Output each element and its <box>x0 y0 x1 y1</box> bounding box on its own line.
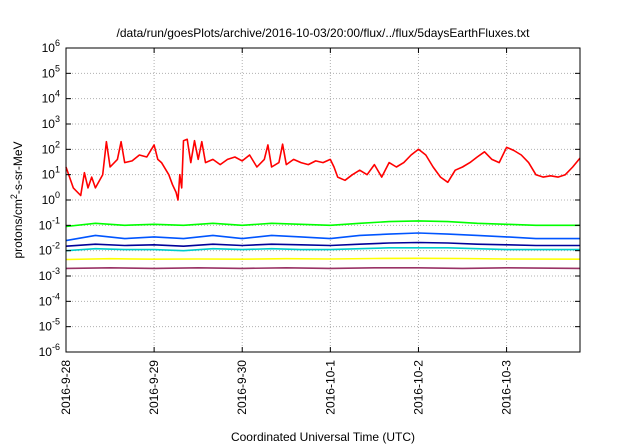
y-tick-label: 10-5 <box>39 317 60 334</box>
y-tick-label: 10-4 <box>39 291 60 308</box>
y-tick-exponent: -3 <box>52 266 60 276</box>
series-line <box>65 257 581 261</box>
y-tick-label: 102 <box>42 139 60 156</box>
y-tick-label: 10-3 <box>39 266 60 283</box>
y-tick-base: 10 <box>39 244 53 258</box>
x-tick-label: 2016-9-28 <box>59 360 73 415</box>
x-axis: 2016-9-28 2016-9-29 2016-9-30 2016-10-1 2016… <box>59 48 514 415</box>
y-tick-label: 100 <box>42 190 60 207</box>
y-tick-base: 10 <box>42 41 56 55</box>
y-tick-exponent: 3 <box>55 114 60 124</box>
y-tick-base: 10 <box>39 269 53 283</box>
series-line <box>65 247 580 252</box>
y-tick-base: 10 <box>39 218 53 232</box>
y-tick-label: 10-6 <box>39 342 60 359</box>
y-label-part: -s-sr-MeV <box>11 141 25 194</box>
y-tick-label: 106 <box>42 38 60 55</box>
x-tick-label: 2016-9-30 <box>235 360 249 415</box>
y-label-superscript: 2 <box>9 194 19 199</box>
y-tick-exponent: 0 <box>55 190 60 200</box>
plot-frame <box>65 47 581 353</box>
y-tick-base: 10 <box>42 92 56 106</box>
y-axis-label: protons/cm2-s-sr-MeV <box>9 141 25 258</box>
series-layer <box>65 138 581 270</box>
series-line <box>65 241 580 247</box>
y-tick-label: 104 <box>42 89 60 106</box>
y-label-part: protons/cm <box>11 199 25 258</box>
grid-lines <box>66 48 580 352</box>
y-tick-base: 10 <box>39 345 53 359</box>
series-line <box>65 138 581 201</box>
series-line <box>65 266 581 270</box>
y-tick-exponent: -4 <box>52 291 60 301</box>
y-tick-exponent: 2 <box>55 139 60 149</box>
y-axis: 10-610-510-410-310-210-11001011021031041… <box>39 38 580 359</box>
y-tick-base: 10 <box>42 142 56 156</box>
y-tick-label: 10-1 <box>39 215 60 232</box>
x-tick-label: 2016-10-3 <box>500 360 514 415</box>
y-tick-base: 10 <box>42 168 56 182</box>
y-tick-base: 10 <box>42 117 56 131</box>
x-tick-label: 2016-9-29 <box>147 360 161 415</box>
series-line <box>65 232 580 242</box>
y-tick-base: 10 <box>39 294 53 308</box>
y-tick-base: 10 <box>42 66 56 80</box>
y-tick-label: 103 <box>42 114 60 131</box>
y-tick-label: 10-2 <box>39 241 60 258</box>
y-tick-exponent: 6 <box>55 38 60 48</box>
y-tick-exponent: 4 <box>55 89 60 99</box>
y-tick-exponent: -5 <box>52 317 60 327</box>
y-tick-exponent: -2 <box>52 241 60 251</box>
y-tick-exponent: 5 <box>55 63 60 73</box>
y-tick-base: 10 <box>42 193 56 207</box>
x-tick-label: 2016-10-1 <box>323 360 337 415</box>
y-tick-label: 101 <box>42 165 60 182</box>
y-tick-base: 10 <box>39 320 53 334</box>
y-tick-label: 105 <box>42 63 60 80</box>
y-tick-exponent: 1 <box>55 165 60 175</box>
y-tick-exponent: -6 <box>52 342 60 352</box>
y-tick-exponent: -1 <box>52 215 60 225</box>
x-axis-label: Coordinated Universal Time (UTC) <box>231 430 415 444</box>
series-line <box>65 220 580 228</box>
chart-title: /data/run/goesPlots/archive/2016-10-03/2… <box>117 26 531 40</box>
x-tick-label: 2016-10-2 <box>411 360 425 415</box>
